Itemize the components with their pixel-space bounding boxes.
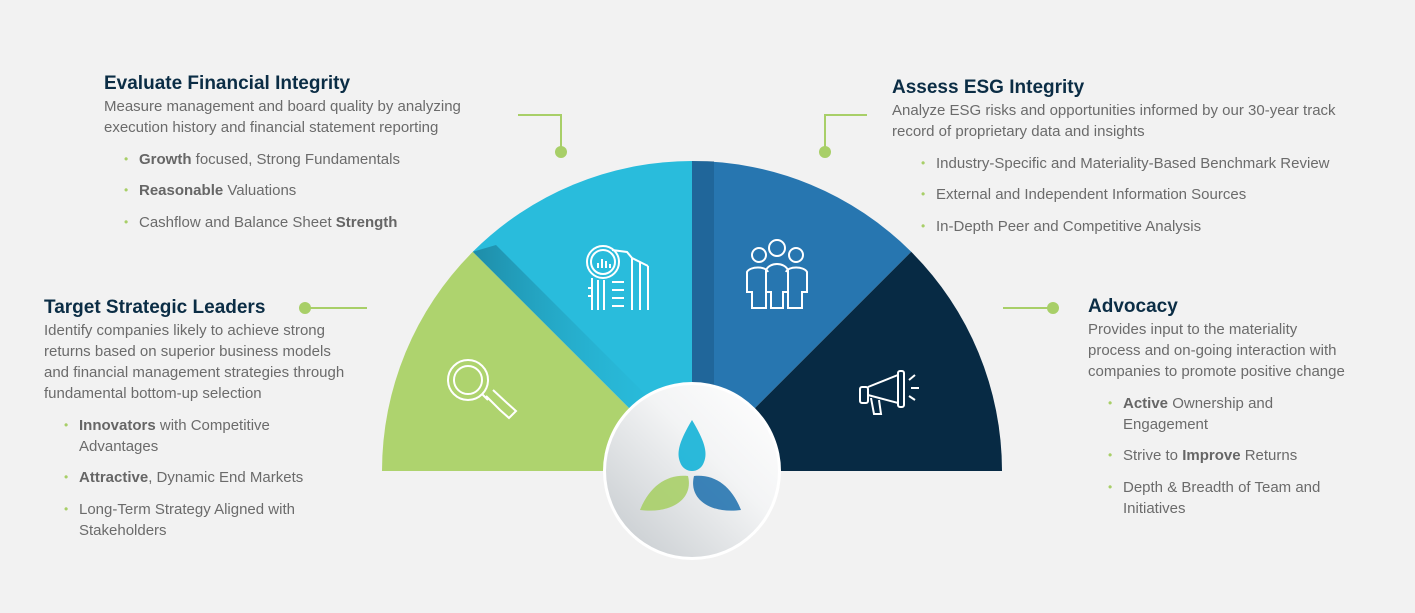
bullet-text: Returns [1240,447,1298,464]
section-description: Identify companies likely to achieve str… [44,320,344,404]
desc-line: execution history and financial statemen… [104,119,439,136]
bullet-emphasis: Innovators [79,416,156,434]
section-title: Assess ESG Integrity [892,77,1085,98]
bullet-emphasis: Growth [139,150,192,168]
bullet-dot-icon: • [124,183,129,197]
bullet-dot-icon: • [64,501,69,516]
bullet-item: • Long-Term Strategy Aligned with Stakeho… [64,499,324,541]
bullet-text: Ownership and Engagement [1123,394,1274,433]
bullet-text: External and Independent Information Sou… [936,186,1247,203]
desc-line: Measure management and board quality by … [104,98,461,115]
three-leaf-logo [640,420,741,511]
bullet-item: • Attractive, Dynamic End Markets [64,467,324,488]
bullet-dot-icon: • [1108,448,1113,462]
bullet-dot-icon: • [921,187,926,201]
bullet-dot-icon: • [124,214,129,229]
desc-line: Identify companies likely to achieve str… [44,322,325,339]
bullet-emphasis: Attractive [79,469,149,486]
section-title: Evaluate Financial Integrity [104,73,351,94]
connector-dot [299,302,311,314]
wedge-target-leaders [382,251,692,471]
bullet-item: • Industry-Specific and Materiality-Based… [921,153,1415,174]
bullet-emphasis: Active [1123,394,1169,412]
magnifying-glass-icon [447,359,518,420]
bullet-text: In-Depth Peer and Competitive Analysis [936,217,1202,235]
bullet-list: • Industry-Specific and Materiality-Based… [921,153,1415,237]
section-target-leaders: Target Strategic Leaders Identify compan… [44,296,344,541]
bullet-text: Depth & Breadth of Team and Initiatives [1123,478,1321,517]
bullet-text: , Dynamic End Markets [148,469,304,486]
bullet-text: Strive to [1123,447,1183,464]
desc-line: and financial management strategies thro… [44,364,345,381]
bullet-text: focused, Strong Fundamentals [191,150,400,168]
bullet-dot-icon: • [921,218,926,233]
bullet-dot-icon: • [124,151,129,166]
section-description: Measure management and board quality by … [104,96,539,138]
bullet-dot-icon: • [921,155,926,170]
bullet-text: with Competitive Advantages [79,416,270,455]
building-magnifier-chart-icon [586,245,649,310]
bullet-list: • Growth focused, Strong Fundamentals • Rea… [124,149,539,233]
people-group-icon [746,239,808,309]
bullet-list: • Active Ownership and Engagement • Strive … [1108,393,1333,519]
connector-dot [1047,302,1059,314]
desc-line: Provides input to the materiality [1088,321,1298,338]
connector-dot [555,146,567,158]
bullet-dot-icon: • [1108,395,1113,410]
desc-line: process and on-going interaction with [1088,342,1337,359]
megaphone-icon [859,370,919,415]
bullet-item: • Active Ownership and Engagement [1108,393,1333,435]
desc-line: fundamental bottom-up selection [44,385,262,402]
bullet-list: • Innovators with Competitive Advantages •… [64,415,324,541]
desc-line: companies to promote positive change [1088,363,1345,380]
bullet-dot-icon: • [1108,479,1113,494]
bullet-dot-icon: • [64,470,69,484]
bullet-item: • Innovators with Competitive Advantages [64,415,324,457]
section-title: Target Strategic Leaders [44,297,266,318]
bullet-text: Valuations [223,182,297,199]
section-description: Analyze ESG risks and opportunities info… [892,100,1415,142]
bullet-text: Industry-Specific and Materiality-Based … [936,154,1330,172]
bullet-item: • Strive to Improve Returns [1108,445,1333,466]
section-advocacy: Advocacy Provides input to the materiali… [1088,295,1345,519]
wedge-advocacy [692,251,1002,471]
bullet-item: • Cashflow and Balance Sheet Strength [124,212,539,233]
bullet-item: • Depth & Breadth of Team and Initiatives [1108,477,1333,519]
bullet-item: • Growth focused, Strong Fundamentals [124,149,539,170]
bullet-text: Long-Term Strategy Aligned with Stakehol… [79,500,295,539]
wedge-esg-integrity [692,161,912,471]
desc-line: returns based on superior business model… [44,343,331,360]
bullet-item: • In-Depth Peer and Competitive Analysis [921,216,1415,237]
bullet-emphasis: Strength [335,213,398,231]
bullet-emphasis: Reasonable [139,182,224,199]
section-title: Advocacy [1088,296,1178,317]
connector-dot [819,146,831,158]
bullet-item: • Reasonable Valuations [124,180,539,201]
section-description: Provides input to the materiality proces… [1088,319,1345,382]
section-esg-integrity: Assess ESG Integrity Analyze ESG risks a… [892,76,1415,237]
desc-line: record of proprietary data and insights [892,123,1145,140]
bullet-item: • External and Independent Information So… [921,184,1415,205]
bullet-emphasis: Improve [1182,447,1241,464]
section-financial-integrity: Evaluate Financial Integrity Measure man… [104,72,539,233]
bullet-dot-icon: • [64,417,69,432]
bullet-text: Cashflow and Balance Sheet [139,213,336,231]
desc-line: Analyze ESG risks and opportunities info… [892,102,1336,119]
